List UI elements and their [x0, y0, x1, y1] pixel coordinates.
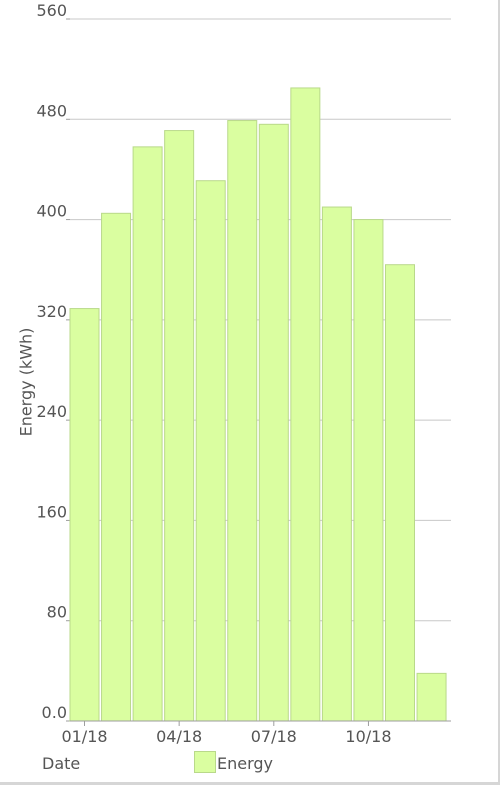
y-tick-label: 160 [36, 502, 67, 521]
x-tick-label: 10/18 [345, 727, 391, 746]
bottom-border [0, 782, 500, 785]
y-tick-label: 480 [36, 101, 67, 120]
bar [164, 130, 195, 722]
x-tick-label: 01/18 [61, 727, 107, 746]
bar [258, 123, 289, 722]
bar [132, 146, 163, 722]
legend-swatch-energy [194, 751, 216, 773]
bar [69, 308, 100, 722]
bar [290, 87, 321, 722]
bar [353, 219, 384, 722]
bar [321, 206, 352, 722]
y-tick-label: 320 [36, 302, 67, 321]
y-axis-title: Energy (kWh) [16, 327, 36, 437]
bar [227, 120, 258, 722]
legend-label-energy: Energy [217, 754, 274, 773]
x-tick-label: 04/18 [156, 727, 202, 746]
x-tick-label: 07/18 [251, 727, 297, 746]
y-tick-label: 80 [47, 603, 67, 622]
bar [195, 180, 226, 722]
y-tick-label: 240 [36, 402, 67, 421]
bar [385, 264, 415, 722]
y-tick-label: 0.0 [42, 703, 67, 722]
x-axis-title: Date [42, 754, 81, 773]
y-tick-label: 400 [36, 202, 67, 221]
right-border [498, 0, 500, 785]
y-tick-label: 560 [36, 1, 67, 20]
legend: Energy [194, 745, 273, 773]
bar [101, 212, 132, 722]
bar [416, 672, 447, 722]
